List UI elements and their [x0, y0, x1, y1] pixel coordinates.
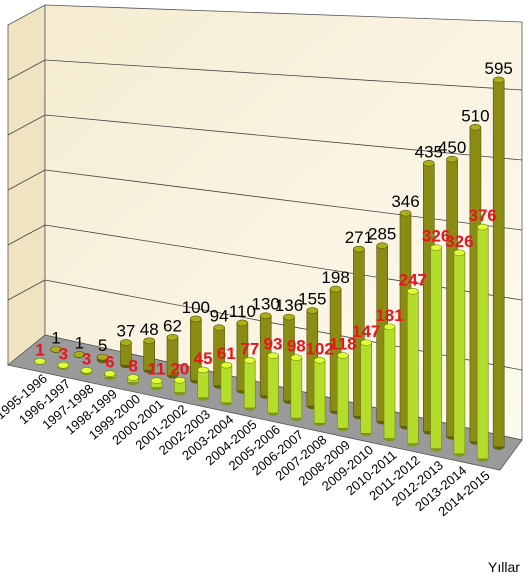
cylinder-top: [213, 324, 225, 332]
value-label: 37: [116, 321, 135, 340]
value-label: 247: [399, 270, 427, 289]
value-label: 595: [485, 59, 513, 78]
value-label: 346: [391, 192, 419, 211]
value-label: 61: [217, 344, 236, 363]
value-label: 155: [298, 290, 326, 309]
value-label: 1: [51, 328, 60, 347]
cylinder: [313, 359, 326, 424]
cylinder-top: [243, 357, 256, 364]
cylinder-top: [174, 376, 186, 384]
value-label: 130: [252, 295, 280, 314]
cylinder-top: [143, 337, 155, 345]
value-label: 136: [275, 296, 303, 315]
x-axis-label: Yıllar: [488, 559, 520, 575]
value-label: 1: [35, 340, 44, 359]
value-label: 181: [375, 306, 403, 325]
cylinder-top: [283, 313, 295, 321]
value-label: 77: [240, 339, 259, 358]
value-label: 510: [461, 106, 489, 125]
cylinder-top: [422, 160, 435, 167]
cylinder-top: [80, 367, 93, 374]
cylinder-top: [104, 370, 116, 377]
value-label: 110: [229, 302, 256, 321]
cylinder: [243, 360, 256, 409]
value-label: 102: [305, 339, 333, 358]
cylinder-top: [492, 76, 505, 84]
value-label: 450: [438, 138, 466, 157]
value-label: 98: [287, 337, 306, 356]
value-label: 100: [182, 298, 210, 317]
cylinder-top: [446, 155, 458, 163]
cylinder-top: [329, 285, 342, 293]
value-label: 118: [329, 335, 356, 354]
cylinder-top: [469, 124, 482, 131]
cylinder-top: [406, 287, 419, 295]
value-label: 198: [321, 268, 349, 287]
value-label: 285: [368, 225, 396, 244]
value-label: 326: [422, 227, 450, 246]
value-label: 62: [163, 316, 182, 335]
value-label: 20: [170, 359, 189, 378]
cylinder: [197, 369, 209, 399]
cylinder-top: [267, 352, 279, 359]
cylinder: [383, 326, 396, 439]
cylinder-top: [399, 209, 412, 217]
cylinder-top: [73, 351, 86, 358]
cylinder-top: [166, 333, 179, 341]
cylinder: [290, 357, 303, 419]
value-label: 3: [59, 344, 68, 363]
cylinder-top: [476, 223, 489, 231]
cylinder-top: [430, 244, 442, 251]
cylinder-top: [259, 312, 272, 320]
cylinder-top: [57, 361, 70, 369]
cylinder: [476, 226, 489, 460]
value-label: 147: [352, 322, 380, 341]
value-label: 94: [210, 307, 229, 326]
cylinder-top: [34, 358, 46, 365]
cylinder-top: [50, 346, 62, 353]
cylinder: [220, 364, 233, 404]
cylinder: [492, 79, 505, 448]
cylinder: [406, 290, 419, 444]
cylinder-top: [220, 361, 233, 369]
value-label: 435: [415, 142, 443, 161]
cylinder-top: [313, 356, 326, 364]
cylinder-top: [376, 242, 389, 249]
value-label: 376: [469, 206, 497, 225]
value-label: 93: [264, 335, 283, 354]
cylinder-top: [150, 377, 163, 385]
value-label: 1: [75, 333, 84, 352]
value-label: 48: [140, 320, 159, 339]
cylinder-top: [353, 245, 365, 253]
cylinder-top: [120, 339, 132, 346]
cylinder-top: [96, 353, 109, 361]
cylinder: [337, 355, 349, 429]
cylinder-top: [127, 374, 139, 381]
cylinder-top: [236, 319, 249, 327]
cylinder-top: [453, 249, 466, 257]
value-label: 271: [345, 228, 373, 247]
value-label: 3: [82, 349, 91, 368]
cylinder-top: [360, 339, 373, 347]
value-label: 6: [105, 353, 114, 372]
value-label: 8: [128, 356, 137, 375]
value-label: 326: [445, 232, 473, 251]
value-label: 5: [98, 336, 107, 355]
cylinder: [360, 342, 373, 434]
value-label: 45: [194, 349, 213, 368]
cylinder-top: [197, 366, 209, 374]
cylinder-top: [306, 307, 319, 314]
cylinder: [430, 247, 442, 450]
cylinder: [453, 252, 466, 455]
value-label: 11: [148, 360, 166, 379]
cylinder: [267, 355, 279, 414]
cylinder-top: [337, 352, 349, 359]
cylinder-top: [190, 315, 202, 323]
cylinder-top: [383, 323, 396, 331]
side-wall: [7, 4, 46, 366]
cylinder-top: [290, 354, 303, 361]
